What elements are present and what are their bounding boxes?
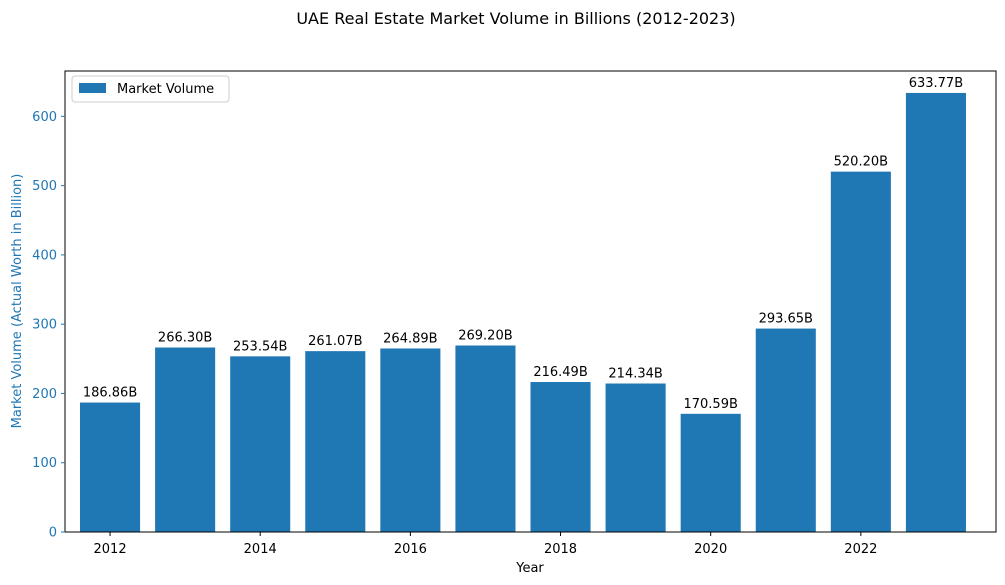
x-tick-label-2018: 2018 — [544, 542, 577, 557]
data-label-2016: 264.89B — [383, 331, 437, 346]
data-label-2014: 253.54B — [233, 339, 287, 354]
bar-2020 — [680, 413, 741, 532]
x-tick-label-2016: 2016 — [394, 542, 427, 557]
bar-2018 — [530, 382, 591, 532]
data-label-2019: 214.34B — [608, 367, 662, 382]
data-label-2023: 633.77B — [909, 76, 963, 91]
bar-2023 — [905, 92, 966, 532]
bar-2014 — [230, 356, 291, 532]
bar-2012 — [80, 402, 141, 532]
bar-2019 — [605, 383, 666, 532]
chart-title: UAE Real Estate Market Volume in Billion… — [296, 9, 735, 28]
bar-2021 — [755, 328, 816, 532]
data-label-2020: 170.59B — [683, 397, 737, 412]
y-tick-label-500: 500 — [32, 179, 57, 194]
data-label-2017: 269.20B — [458, 329, 512, 344]
data-label-2021: 293.65B — [759, 312, 813, 327]
data-label-2018: 216.49B — [533, 365, 587, 380]
legend: Market Volume — [71, 75, 230, 103]
bar-2016 — [380, 348, 441, 532]
y-tick-label-300: 300 — [32, 318, 57, 333]
y-tick-label-100: 100 — [32, 456, 57, 471]
y-tick-label-200: 200 — [32, 387, 57, 402]
x-axis-label: Year — [515, 561, 544, 576]
plot-frame — [64, 70, 997, 533]
data-label-2015: 261.07B — [308, 334, 362, 349]
y-tick-label-400: 400 — [32, 248, 57, 263]
y-tick-label-600: 600 — [32, 110, 57, 125]
data-label-2012: 186.86B — [83, 386, 137, 401]
bar-2017 — [455, 345, 516, 532]
plot-area: 186.86B 266.30B 253.54B 261.07B 264.89B 269.2… — [32, 70, 997, 557]
bar-2013 — [155, 347, 216, 532]
legend-entry-label: Market Volume — [117, 82, 214, 97]
legend-swatch — [79, 83, 106, 93]
x-tick-label-2022: 2022 — [844, 542, 877, 557]
x-tick-label-2014: 2014 — [244, 542, 277, 557]
x-tick-label-2020: 2020 — [694, 542, 727, 557]
legend-frame — [71, 75, 230, 103]
bar-2022 — [830, 171, 891, 532]
y-tick-label-0: 0 — [49, 526, 57, 541]
y-axis-label: Market Volume (Actual Worth in Billion) — [10, 174, 25, 429]
data-label-2013: 266.30B — [158, 331, 212, 346]
data-label-2022: 520.20B — [834, 155, 888, 170]
bar-2015 — [305, 351, 366, 532]
x-tick-label-2012: 2012 — [94, 542, 127, 557]
